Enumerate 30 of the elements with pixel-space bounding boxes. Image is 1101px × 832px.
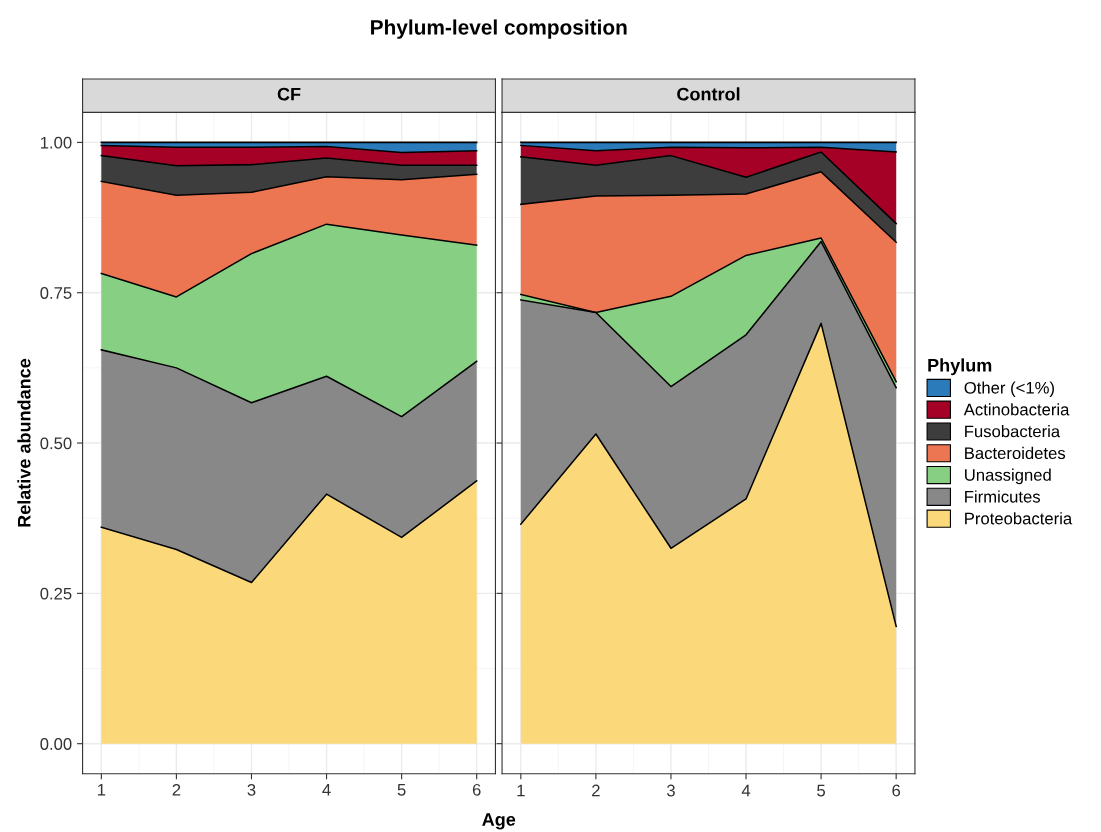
y-axis-title: Relative abundance — [17, 358, 31, 527]
x-tick-label: 6 — [892, 784, 901, 797]
x-tick-label: 6 — [472, 783, 481, 796]
x-tick-label: 5 — [817, 784, 826, 797]
x-tick-label: 4 — [741, 784, 751, 797]
y-tick-label: 0.25 — [40, 587, 72, 600]
chart-subtitle: CF — [277, 87, 301, 101]
x-tick-label: 2 — [172, 783, 181, 796]
x-tick-label: 2 — [592, 784, 600, 797]
x-tick-label: 3 — [666, 784, 675, 797]
chart-title: Phylum-level composition — [371, 19, 627, 39]
y-tick-label: 1.00 — [40, 136, 72, 149]
y-tick-label: 0.75 — [40, 287, 72, 299]
x-axis-title: Age — [482, 813, 516, 830]
y-tick-label: 0.50 — [40, 437, 72, 450]
legend-label: Proteobacteria — [965, 512, 1073, 525]
chart-subtitle: Control — [677, 87, 740, 101]
x-tick-label: 1 — [517, 784, 525, 797]
legend-label: Firmicutes — [965, 490, 1041, 503]
legend-label: Other (<1%) — [964, 381, 1054, 397]
legend-label: Fusobacteria — [965, 425, 1061, 438]
legend-label: Bacteroidetes — [965, 446, 1066, 460]
legend-label: Unassigned — [965, 468, 1051, 485]
x-tick-label: 3 — [247, 783, 256, 796]
legend-title: Phylum — [928, 358, 992, 376]
x-tick-label: 1 — [97, 784, 106, 796]
legend-label: Actinobacteria — [963, 403, 1070, 416]
x-tick-label: 5 — [397, 784, 406, 796]
x-tick-label: 4 — [322, 784, 331, 796]
y-tick-label: 0.00 — [40, 738, 72, 750]
